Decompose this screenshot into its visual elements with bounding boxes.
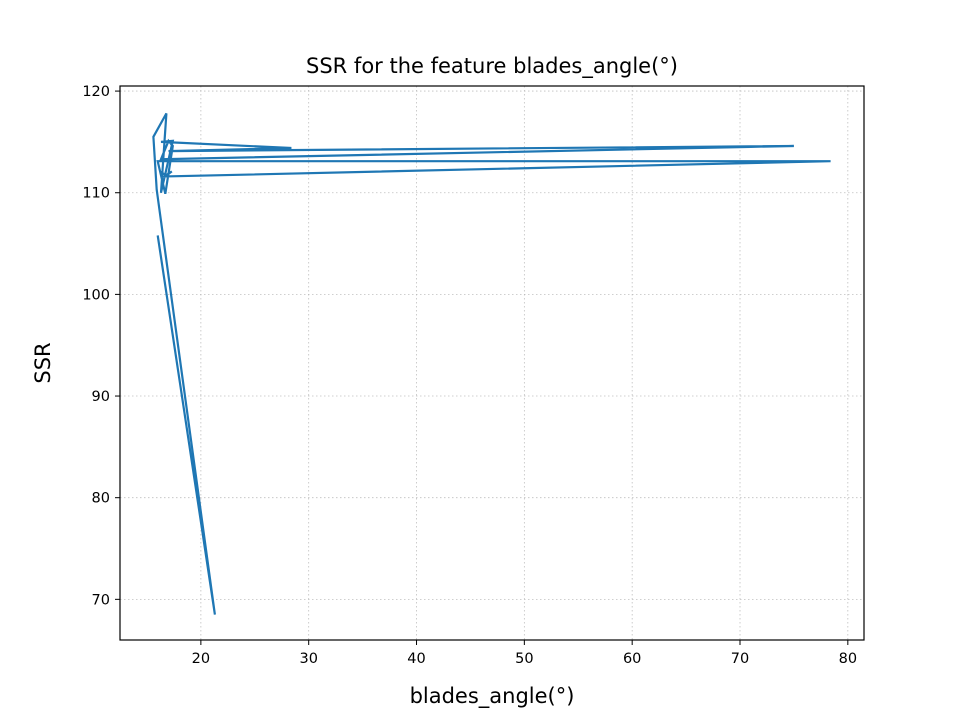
series-line [152,112,831,615]
x-axis-label: blades_angle(°) [410,684,575,709]
plot-frame [119,85,865,641]
y-tick-label: 100 [82,287,110,303]
x-tick-label: 40 [407,651,425,667]
x-tick-label: 30 [299,651,317,667]
series-layer [152,112,831,615]
x-tick-label: 20 [192,651,210,667]
x-tick-label: 70 [731,651,749,667]
y-tick-label: 70 [92,592,110,608]
ticks: 20 30 40 50 60 70 80 70 80 90 100 110 120 [82,84,857,667]
grid [120,86,864,640]
chart-title: SSR for the feature blades_angle(°) [306,54,678,79]
x-tick-label: 60 [623,651,641,667]
x-tick-label: 50 [515,651,533,667]
y-tick-label: 120 [82,84,110,100]
y-tick-label: 80 [92,491,110,507]
y-tick-label: 90 [92,389,110,405]
y-axis-label: SSR [31,342,55,383]
x-tick-label: 80 [839,651,857,667]
y-tick-label: 110 [82,186,110,202]
